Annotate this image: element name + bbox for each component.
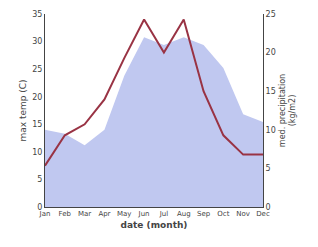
svg-text:10: 10 (266, 126, 276, 135)
svg-text:20: 20 (32, 93, 42, 102)
svg-text:25: 25 (266, 10, 276, 19)
svg-text:med. precipitation(kg/m2): med. precipitation(kg/m2) (278, 74, 297, 147)
svg-text:Feb: Feb (59, 210, 72, 218)
svg-text:0: 0 (37, 203, 42, 212)
svg-text:Apr: Apr (98, 210, 110, 218)
svg-text:Oct: Oct (217, 210, 229, 218)
svg-text:20: 20 (266, 48, 276, 57)
svg-text:max temp (C): max temp (C) (18, 79, 28, 141)
svg-text:May: May (117, 210, 131, 218)
svg-text:Mar: Mar (78, 210, 91, 218)
svg-text:Nov: Nov (236, 210, 250, 218)
svg-text:30: 30 (32, 37, 42, 46)
svg-text:5: 5 (37, 175, 42, 184)
svg-text:Aug: Aug (177, 210, 191, 218)
svg-text:0: 0 (266, 203, 271, 212)
svg-text:25: 25 (32, 65, 42, 74)
svg-text:10: 10 (32, 148, 42, 157)
svg-text:5: 5 (266, 164, 271, 173)
svg-text:Jan: Jan (39, 210, 51, 218)
svg-text:Dec: Dec (256, 210, 270, 218)
svg-text:Sep: Sep (197, 210, 211, 218)
svg-text:date (month): date (month) (121, 220, 188, 230)
svg-text:15: 15 (32, 120, 42, 129)
svg-text:Jul: Jul (159, 210, 169, 218)
svg-text:35: 35 (32, 10, 42, 19)
svg-text:Jun: Jun (138, 210, 150, 218)
svg-text:15: 15 (266, 87, 276, 96)
